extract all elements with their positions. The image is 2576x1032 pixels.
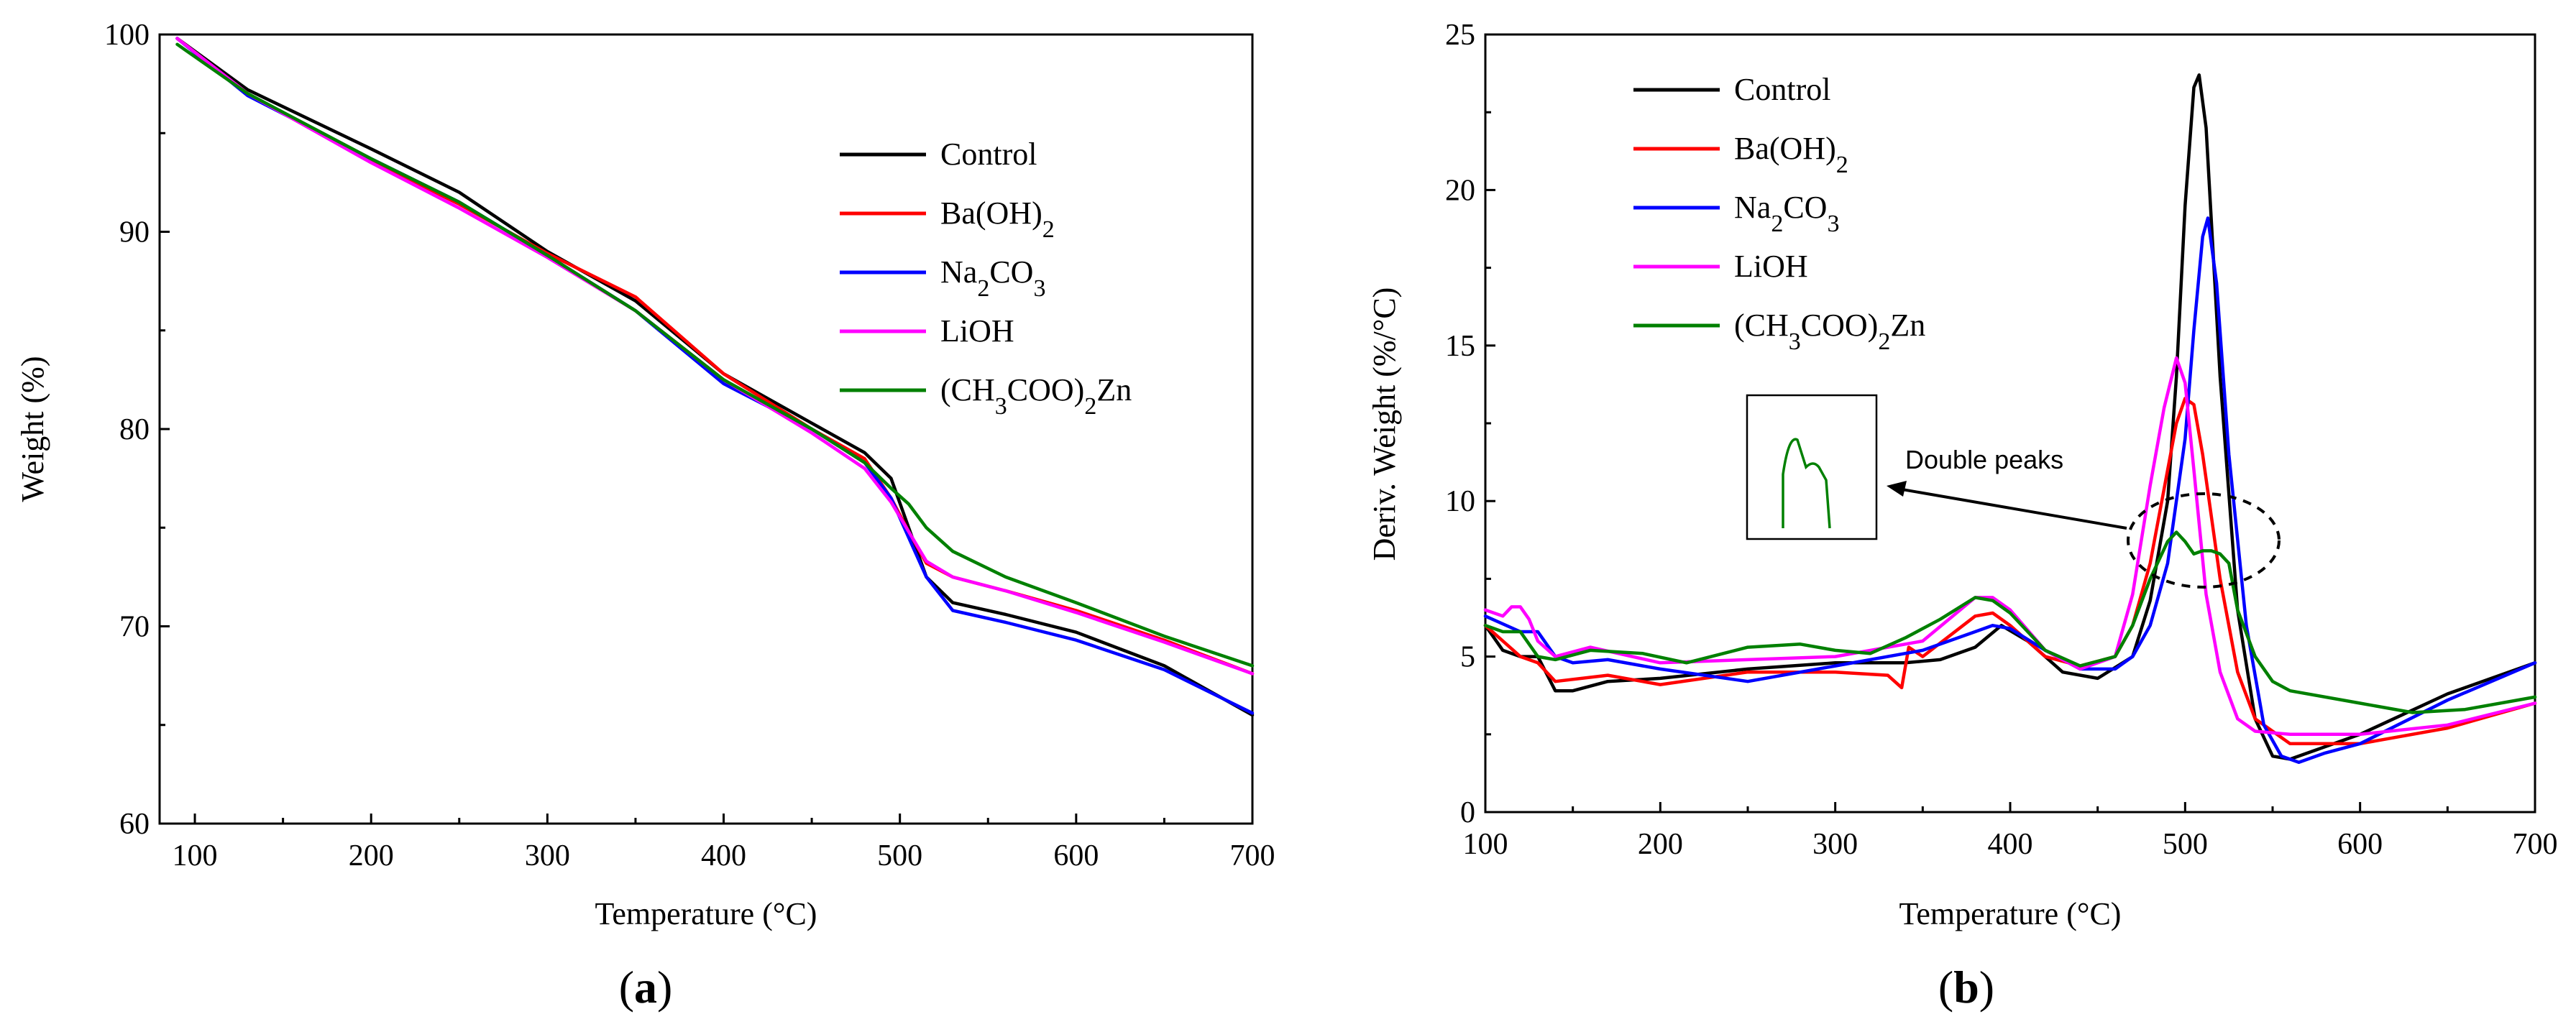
x-tick-label: 400: [1988, 828, 2033, 861]
chart-a-plot-frame: [158, 33, 1254, 825]
series-line: [175, 37, 1255, 676]
y-tick-label: 100: [104, 19, 150, 52]
chart-b-y-axis-label: Deriv. Weight (%/°C): [1367, 287, 1402, 561]
chart-a-x-axis-label: Temperature (°C): [595, 896, 817, 931]
y-tick-label: 60: [119, 808, 150, 841]
x-tick-label: 300: [1812, 828, 1858, 861]
chart-b-legend: Control Ba(OH)2 Na2CO3 LiOH (CH3COO)2Zn: [1633, 72, 1925, 355]
x-tick-label: 700: [2513, 828, 2558, 861]
chart-b: 100 200 300 400 500 600 700 0 5 10 15 20 25 Control B…: [1367, 19, 2558, 1013]
y-tick-label: 20: [1445, 174, 1475, 207]
chart-a-panel-label: (a): [619, 962, 673, 1013]
x-tick-label: 500: [2163, 828, 2208, 861]
x-tick-label: 100: [1463, 828, 1508, 861]
chart-b-x-axis-label: Temperature (°C): [1899, 896, 2122, 931]
x-tick-label: 400: [701, 839, 746, 872]
x-tick-label: 300: [525, 839, 570, 872]
legend-label: Ba(OH)2: [1734, 131, 1848, 178]
double-peaks-annotation: Double peaks: [1746, 394, 2281, 589]
y-tick-label: 5: [1460, 641, 1475, 674]
x-tick-label: 600: [2337, 828, 2383, 861]
series-line: [1483, 530, 2537, 714]
y-tick-label: 25: [1445, 19, 1475, 52]
series-line: [1483, 216, 2537, 765]
legend-label: Na2CO3: [940, 254, 1045, 302]
y-tick-label: 90: [119, 216, 150, 249]
x-tick-label: 500: [877, 839, 922, 872]
double-peaks-inset-curve: [1782, 438, 1831, 529]
legend-label: Na2CO3: [1734, 190, 1839, 237]
double-peaks-ellipse: [2127, 492, 2281, 589]
chart-a: 100 200 300 400 500 600 700 60 70 80 90 100 Control…: [15, 19, 1275, 1013]
series-line: [175, 42, 1255, 668]
series-line: [175, 37, 1255, 715]
x-tick-label: 600: [1053, 839, 1099, 872]
legend-label: (CH3COO)2Zn: [1734, 308, 1925, 355]
x-tick-label: 700: [1230, 839, 1275, 872]
series-line: [175, 37, 1255, 717]
y-tick-label: 70: [119, 611, 150, 644]
chart-a-y-axis-label: Weight (%): [15, 356, 50, 502]
x-tick-label: 200: [1638, 828, 1683, 861]
legend-label: Control: [1734, 72, 1830, 107]
chart-b-plot-frame: [1484, 33, 2536, 814]
x-tick-label: 100: [173, 839, 218, 872]
chart-a-legend: Control Ba(OH)2 Na2CO3 LiOH (CH3COO)2Zn: [840, 137, 1132, 420]
y-tick-label: 10: [1445, 485, 1475, 518]
legend-label: (CH3COO)2Zn: [940, 372, 1132, 420]
y-tick-label: 0: [1460, 796, 1475, 829]
y-tick-label: 80: [119, 413, 150, 446]
double-peaks-inset-box: [1746, 394, 1878, 540]
double-peaks-arrowhead: [1887, 481, 1907, 497]
series-line: [1483, 73, 2537, 761]
double-peaks-arrow: [1897, 487, 2127, 530]
legend-label: LiOH: [1734, 249, 1808, 284]
chart-b-panel-label: (b): [1938, 962, 1994, 1013]
legend-label: Control: [940, 137, 1037, 172]
legend-label: LiOH: [940, 313, 1014, 349]
legend-label: Ba(OH)2: [940, 195, 1055, 243]
y-tick-label: 15: [1445, 330, 1475, 363]
double-peaks-label: Double peaks: [1905, 445, 2063, 474]
x-tick-label: 200: [349, 839, 394, 872]
